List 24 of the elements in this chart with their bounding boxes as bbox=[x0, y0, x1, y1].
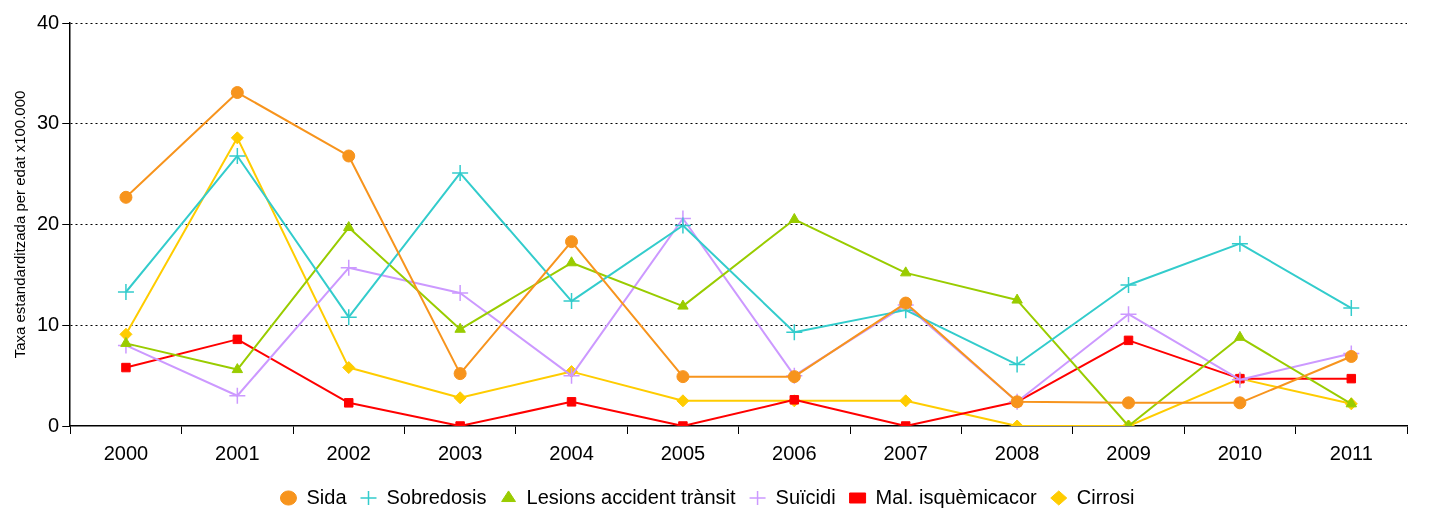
y-tick-label: 0 bbox=[48, 413, 60, 436]
y-tick-label: 40 bbox=[37, 10, 60, 33]
y-tick-label: 30 bbox=[37, 111, 60, 134]
x-tick-label: 2011 bbox=[1329, 441, 1373, 464]
legend-label: Mal. isquèmicacor bbox=[875, 485, 1038, 508]
legend-label: Sobredosis bbox=[386, 485, 487, 508]
y-tick-label: 20 bbox=[37, 212, 60, 235]
x-tick-label: 2008 bbox=[994, 441, 1040, 464]
x-tick-label: 2007 bbox=[883, 441, 928, 464]
x-tick-label: 2009 bbox=[1106, 441, 1151, 464]
x-tick-label: 2000 bbox=[103, 441, 149, 464]
legend-label: Suïcidi bbox=[775, 485, 836, 508]
y-axis-title: Taxa estandarditzada per edat x100.000 bbox=[11, 90, 29, 359]
x-tick-label: 2003 bbox=[437, 441, 483, 464]
x-tick-label: 2004 bbox=[549, 441, 594, 464]
legend-label: Sida bbox=[306, 485, 348, 508]
x-tick-label: 2001 bbox=[215, 441, 260, 464]
x-tick-label: 2005 bbox=[660, 441, 706, 464]
y-tick-label: 10 bbox=[37, 312, 60, 335]
x-tick-label: 2002 bbox=[326, 441, 371, 464]
x-tick-label: 2006 bbox=[772, 441, 817, 464]
x-tick-label: 2010 bbox=[1217, 441, 1263, 464]
legend-label: Lesions accident trànsit bbox=[526, 485, 737, 508]
legend-label: Cirrosi bbox=[1076, 485, 1135, 508]
